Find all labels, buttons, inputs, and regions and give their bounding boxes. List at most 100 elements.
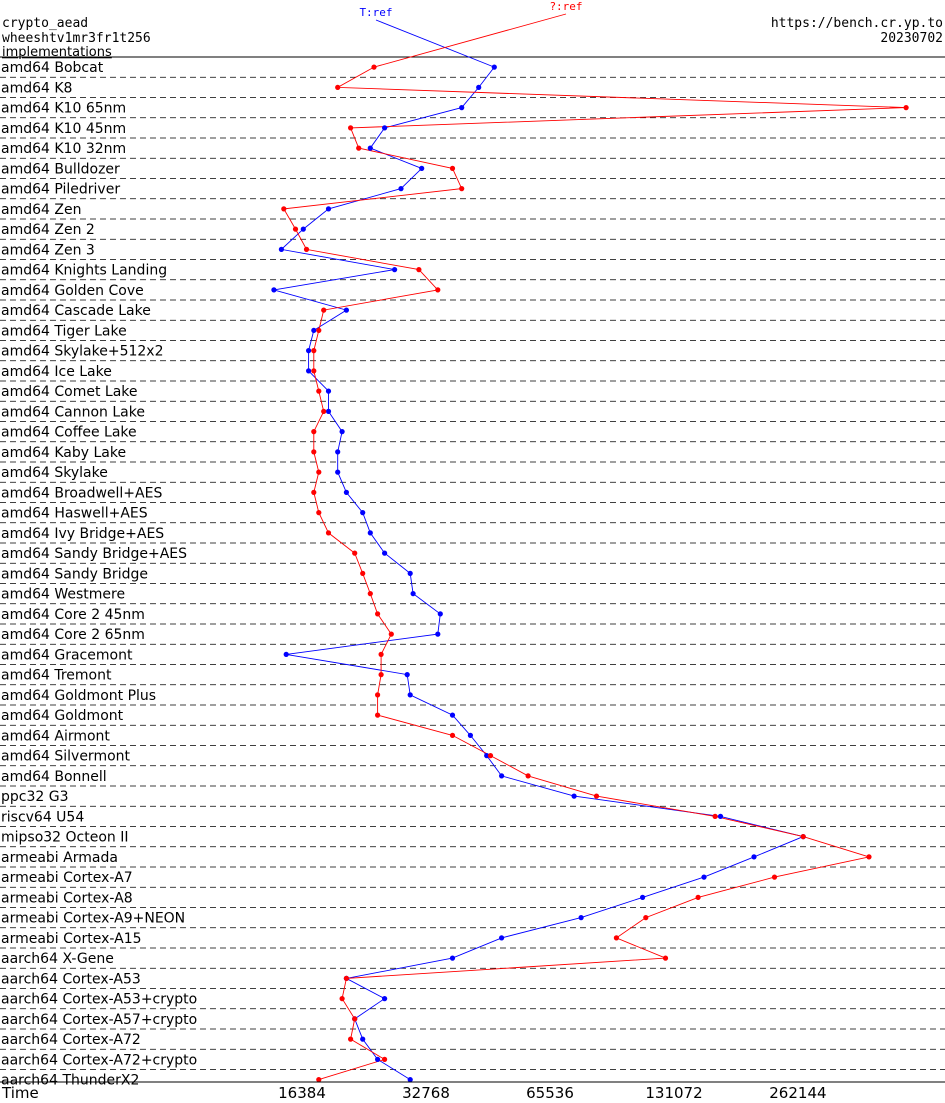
data-point bbox=[378, 651, 384, 658]
data-point bbox=[335, 449, 341, 455]
data-point bbox=[321, 408, 327, 414]
row-label: ppc32 G3 bbox=[1, 789, 69, 805]
data-point bbox=[360, 570, 366, 577]
data-point bbox=[449, 712, 456, 718]
data-point bbox=[484, 753, 490, 759]
data-point bbox=[316, 469, 322, 475]
legend-entry: T:ref bbox=[359, 6, 392, 19]
data-point bbox=[487, 753, 494, 759]
row-label: amd64 K8 bbox=[1, 80, 72, 96]
data-point bbox=[695, 894, 701, 901]
data-point bbox=[375, 692, 381, 698]
row-label: amd64 Zen bbox=[1, 202, 81, 218]
data-point bbox=[771, 874, 778, 880]
data-point bbox=[339, 996, 345, 1002]
row-label: amd64 Haswell+AES bbox=[1, 506, 148, 522]
data-point bbox=[407, 570, 413, 577]
data-point bbox=[701, 874, 707, 880]
data-point bbox=[343, 489, 349, 495]
data-point bbox=[311, 449, 317, 455]
data-point bbox=[360, 1036, 366, 1042]
legend-leader bbox=[373, 13, 567, 68]
x-tick-label: 131072 bbox=[645, 1084, 702, 1102]
data-point bbox=[435, 287, 441, 293]
data-point bbox=[476, 84, 482, 90]
data-point bbox=[339, 429, 345, 435]
row-label: amd64 Tremont bbox=[1, 668, 112, 684]
site-url[interactable]: https://bench.cr.yp.to bbox=[771, 16, 943, 31]
data-point bbox=[459, 105, 465, 111]
row-label: armeabi Cortex-A7 bbox=[1, 870, 133, 886]
data-point bbox=[325, 530, 332, 536]
data-point bbox=[311, 429, 317, 435]
data-point bbox=[292, 226, 299, 232]
row-label: amd64 Zen 2 bbox=[1, 222, 95, 238]
row-label: amd64 Bulldozer bbox=[1, 161, 120, 177]
data-point bbox=[352, 550, 358, 556]
row-label: amd64 K10 45nm bbox=[1, 121, 126, 137]
data-point bbox=[398, 186, 404, 192]
data-point bbox=[467, 732, 473, 739]
data-point bbox=[375, 712, 381, 718]
data-point bbox=[499, 773, 505, 779]
row-label: amd64 Silvermont bbox=[1, 749, 131, 765]
data-point bbox=[367, 145, 373, 151]
data-point bbox=[278, 246, 284, 252]
data-point bbox=[375, 611, 381, 617]
row-label: amd64 Tiger Lake bbox=[1, 323, 127, 339]
data-point bbox=[311, 489, 317, 495]
data-point bbox=[283, 651, 289, 658]
row-label: amd64 Airmont bbox=[1, 728, 110, 744]
data-point bbox=[449, 732, 456, 739]
data-point bbox=[325, 206, 332, 212]
row-label: amd64 K10 65nm bbox=[1, 101, 126, 117]
row-label: aarch64 ThunderX2 bbox=[1, 1073, 139, 1089]
x-tick-label: 262144 bbox=[769, 1084, 826, 1102]
legend-leader bbox=[375, 19, 495, 68]
x-axis-label: Time bbox=[1, 1084, 39, 1102]
data-point bbox=[410, 591, 416, 597]
row-label: amd64 Zen 3 bbox=[1, 242, 95, 258]
data-point bbox=[367, 530, 373, 536]
primitive-title: crypto_aead bbox=[2, 16, 88, 31]
data-point bbox=[335, 84, 341, 90]
data-point bbox=[311, 327, 317, 333]
row-label: amd64 Bonnell bbox=[1, 769, 107, 785]
row-label: amd64 Core 2 65nm bbox=[1, 627, 145, 643]
row-label: aarch64 X-Gene bbox=[1, 951, 114, 967]
row-label: amd64 Sandy Bridge bbox=[1, 566, 148, 582]
data-point bbox=[271, 287, 277, 293]
data-point bbox=[613, 935, 620, 941]
data-point bbox=[367, 591, 373, 597]
data-point bbox=[352, 1016, 358, 1022]
x-tick-label: 16384 bbox=[278, 1084, 326, 1102]
data-point bbox=[640, 894, 646, 901]
data-point bbox=[382, 550, 388, 556]
row-label: amd64 Cascade Lake bbox=[1, 303, 151, 319]
row-label: amd64 Ivy Bridge+AES bbox=[1, 526, 164, 542]
row-label: amd64 Broadwell+AES bbox=[1, 485, 162, 501]
row-label: amd64 Gracemont bbox=[1, 647, 133, 663]
data-point bbox=[382, 1056, 388, 1062]
implementations-link[interactable]: implementations bbox=[2, 45, 112, 60]
data-point bbox=[311, 368, 317, 374]
data-point bbox=[751, 854, 757, 860]
data-point bbox=[578, 915, 584, 921]
row-label: amd64 Knights Landing bbox=[1, 263, 167, 279]
row-label: amd64 K10 32nm bbox=[1, 141, 126, 157]
series-points bbox=[271, 64, 909, 1083]
row-label: amd64 Skylake+512x2 bbox=[1, 344, 163, 360]
x-tick-label: 32768 bbox=[402, 1084, 450, 1102]
x-axis: Time 16384 32768 65536 131072 262144 bbox=[0, 1081, 945, 1102]
row-label: amd64 Cannon Lake bbox=[1, 404, 145, 420]
data-point bbox=[407, 692, 413, 698]
report-date: 20230702 bbox=[880, 31, 943, 46]
data-point bbox=[306, 368, 312, 374]
row-label: mipso32 Octeon II bbox=[1, 830, 129, 846]
data-point bbox=[321, 307, 327, 313]
data-point bbox=[316, 509, 322, 516]
data-point bbox=[360, 509, 366, 516]
data-point bbox=[375, 1056, 381, 1062]
data-point bbox=[306, 348, 312, 354]
